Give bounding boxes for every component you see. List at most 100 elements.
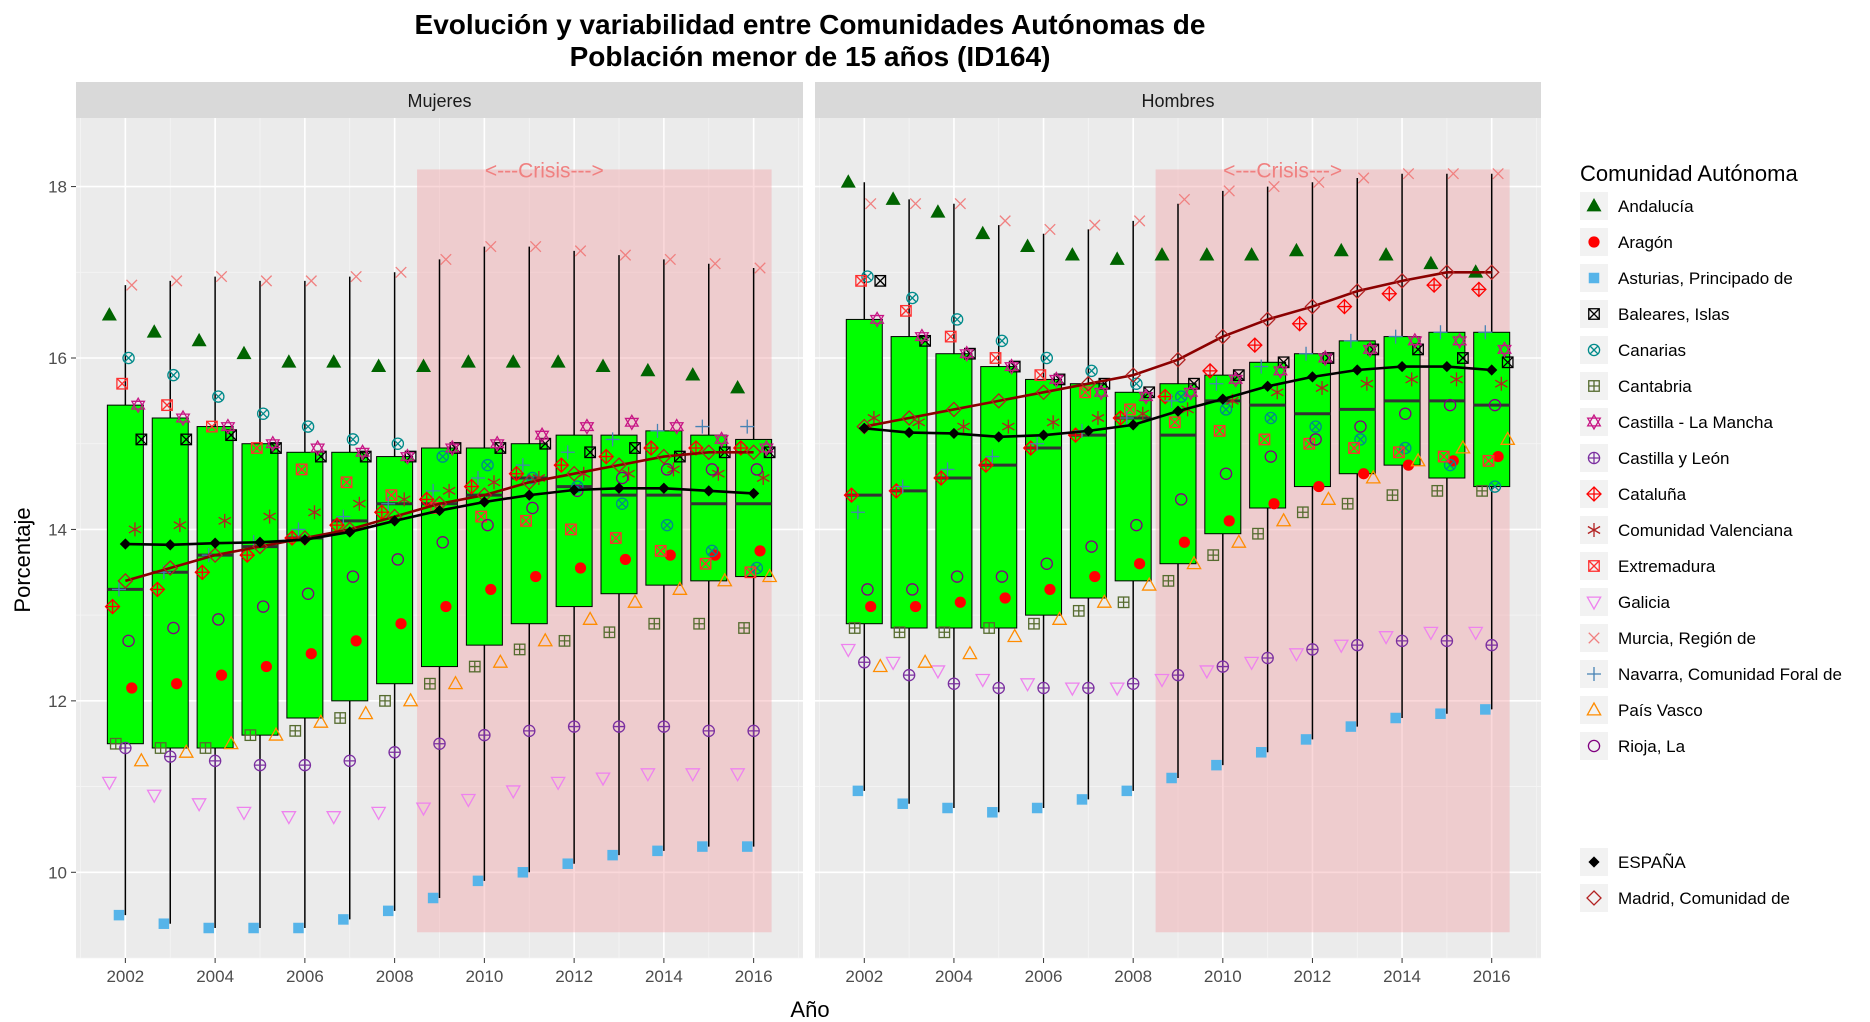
point-rioja-la-2006 bbox=[1040, 557, 1054, 570]
point-rioja-la-2007 bbox=[1085, 540, 1098, 553]
point-navarra-comunidad-foral-de-2006 bbox=[1030, 436, 1045, 451]
point-andalucia-2006 bbox=[1020, 238, 1036, 252]
legend-label: Castilla - La Mancha bbox=[1618, 413, 1774, 432]
point-pais-vasco-2011 bbox=[1275, 512, 1292, 527]
legend-label: Aragón bbox=[1618, 233, 1673, 252]
point-canarias-2007 bbox=[346, 433, 360, 446]
point-galicia-2013 bbox=[595, 772, 611, 787]
point-castilla-y-leon-2011 bbox=[523, 724, 536, 738]
point-rioja-la-2004 bbox=[950, 570, 964, 583]
point-pais-vasco-2015 bbox=[1455, 439, 1471, 454]
point-castilla-la-mancha-2006 bbox=[310, 439, 326, 457]
y-tick-label: 18 bbox=[48, 178, 67, 197]
box-body bbox=[980, 366, 1018, 629]
point-castilla-y-leon-2006 bbox=[1037, 681, 1050, 695]
y-tick-label: 10 bbox=[48, 863, 67, 882]
community-points bbox=[840, 168, 1516, 818]
x-tick-label: 2002 bbox=[845, 967, 883, 986]
point-andalucia-2015 bbox=[1423, 255, 1439, 270]
box-body bbox=[890, 336, 928, 629]
x-tick-label: 2016 bbox=[735, 967, 773, 986]
point-spain-2009 bbox=[1172, 405, 1184, 417]
point-andalucia-2008 bbox=[1109, 251, 1125, 265]
point-galicia-2012 bbox=[550, 776, 566, 791]
point-castilla-y-leon-2007 bbox=[1082, 681, 1095, 695]
point-castilla-y-leon-2009 bbox=[433, 737, 446, 750]
point-cantabria-2008 bbox=[1117, 596, 1130, 609]
point-andalucia-2003 bbox=[885, 191, 901, 205]
point-extremadura-2011 bbox=[520, 514, 532, 527]
point-asturias-principado-de-2013 bbox=[1345, 721, 1357, 732]
point-spain-2011 bbox=[523, 489, 535, 501]
point-extremadura-2010 bbox=[1213, 424, 1226, 437]
box-body bbox=[845, 318, 883, 625]
point-canarias-2016 bbox=[750, 561, 764, 575]
legend-label: Andalucía bbox=[1618, 197, 1694, 216]
point-spain-2014 bbox=[1396, 360, 1408, 373]
point-pais-vasco-2015 bbox=[717, 572, 733, 587]
point-rioja-la-2016 bbox=[750, 463, 764, 476]
point-murcia-region-de-2004 bbox=[215, 270, 228, 283]
point-aragon-2003 bbox=[909, 600, 922, 613]
point-extremadura-2002 bbox=[116, 377, 129, 390]
legend-label: Castilla y León bbox=[1618, 449, 1730, 468]
point-canarias-2005 bbox=[995, 334, 1009, 348]
point-aragon-2005 bbox=[999, 592, 1011, 604]
legend-symbol bbox=[1588, 560, 1600, 572]
point-castilla-la-mancha-2010 bbox=[489, 435, 505, 453]
point-rioja-la-2005 bbox=[256, 600, 270, 613]
point-cataluna-2011 bbox=[1246, 337, 1263, 354]
legend-symbol bbox=[1588, 272, 1600, 284]
box-2004 bbox=[935, 203, 973, 808]
point-canarias-2013 bbox=[615, 497, 629, 510]
point-comunidad-valenciana-2005 bbox=[1001, 419, 1015, 434]
point-castilla-y-leon-2009 bbox=[1171, 668, 1185, 682]
legend-symbol bbox=[1587, 451, 1601, 465]
box-2015 bbox=[690, 263, 728, 847]
point-murcia-region-de-2007 bbox=[350, 270, 362, 283]
point-canarias-2015 bbox=[705, 544, 719, 558]
y-axis-title: Porcentaje bbox=[10, 507, 35, 612]
legend-item-comunidad-valenciana: Comunidad Valenciana bbox=[1580, 516, 1793, 544]
point-comunidad-valenciana-2006 bbox=[1046, 415, 1060, 430]
point-madrid-2009 bbox=[1170, 351, 1186, 368]
point-navarra-comunidad-foral-de-2013 bbox=[605, 432, 620, 447]
point-castilla-la-mancha-2015 bbox=[1452, 332, 1468, 350]
point-cantabria-2004 bbox=[199, 742, 212, 754]
point-madrid-2006 bbox=[1035, 384, 1052, 401]
point-pais-vasco-2014 bbox=[1410, 452, 1426, 467]
point-castilla-la-mancha-2007 bbox=[1093, 383, 1109, 401]
point-rioja-la-2007 bbox=[346, 570, 360, 583]
point-extremadura-2003 bbox=[900, 304, 912, 317]
point-murcia-region-de-2007 bbox=[1089, 219, 1101, 231]
point-aragon-2012 bbox=[574, 562, 587, 574]
legend-label: Madrid, Comunidad de bbox=[1618, 889, 1790, 908]
point-rioja-la-2015 bbox=[705, 463, 719, 476]
point-pais-vasco-2008 bbox=[402, 692, 419, 707]
point-pais-vasco-2007 bbox=[357, 705, 374, 720]
point-galicia-2002 bbox=[840, 643, 857, 658]
point-andalucia-2005 bbox=[236, 345, 252, 360]
point-castilla-y-leon-2008 bbox=[388, 746, 401, 759]
point-comunidad-valenciana-2012 bbox=[1315, 381, 1329, 395]
legend-key-bg bbox=[1580, 696, 1608, 724]
point-comunidad-valenciana-2004 bbox=[957, 419, 970, 434]
point-rioja-la-2010 bbox=[1219, 467, 1233, 480]
point-castilla-y-leon-2004 bbox=[208, 754, 222, 768]
point-comunidad-valenciana-2015 bbox=[711, 466, 725, 481]
point-spain-2004 bbox=[948, 427, 960, 440]
point-baleares-islas-2013 bbox=[629, 442, 641, 454]
y-tick-label: 12 bbox=[48, 692, 67, 711]
point-asturias-principado-de-2006 bbox=[1031, 802, 1043, 814]
point-cantabria-2003 bbox=[893, 626, 906, 639]
point-spain-2002 bbox=[119, 538, 131, 550]
point-navarra-comunidad-foral-de-2008 bbox=[381, 496, 396, 511]
legend-item-espana: ESPAÑA bbox=[1580, 848, 1686, 876]
point-galicia-2007 bbox=[325, 811, 342, 825]
point-galicia-2011 bbox=[505, 785, 522, 800]
point-andalucia-2004 bbox=[930, 204, 946, 218]
point-asturias-principado-de-2009 bbox=[427, 892, 439, 904]
point-andalucia-2003 bbox=[146, 324, 162, 338]
point-murcia-region-de-2013 bbox=[1357, 172, 1370, 184]
